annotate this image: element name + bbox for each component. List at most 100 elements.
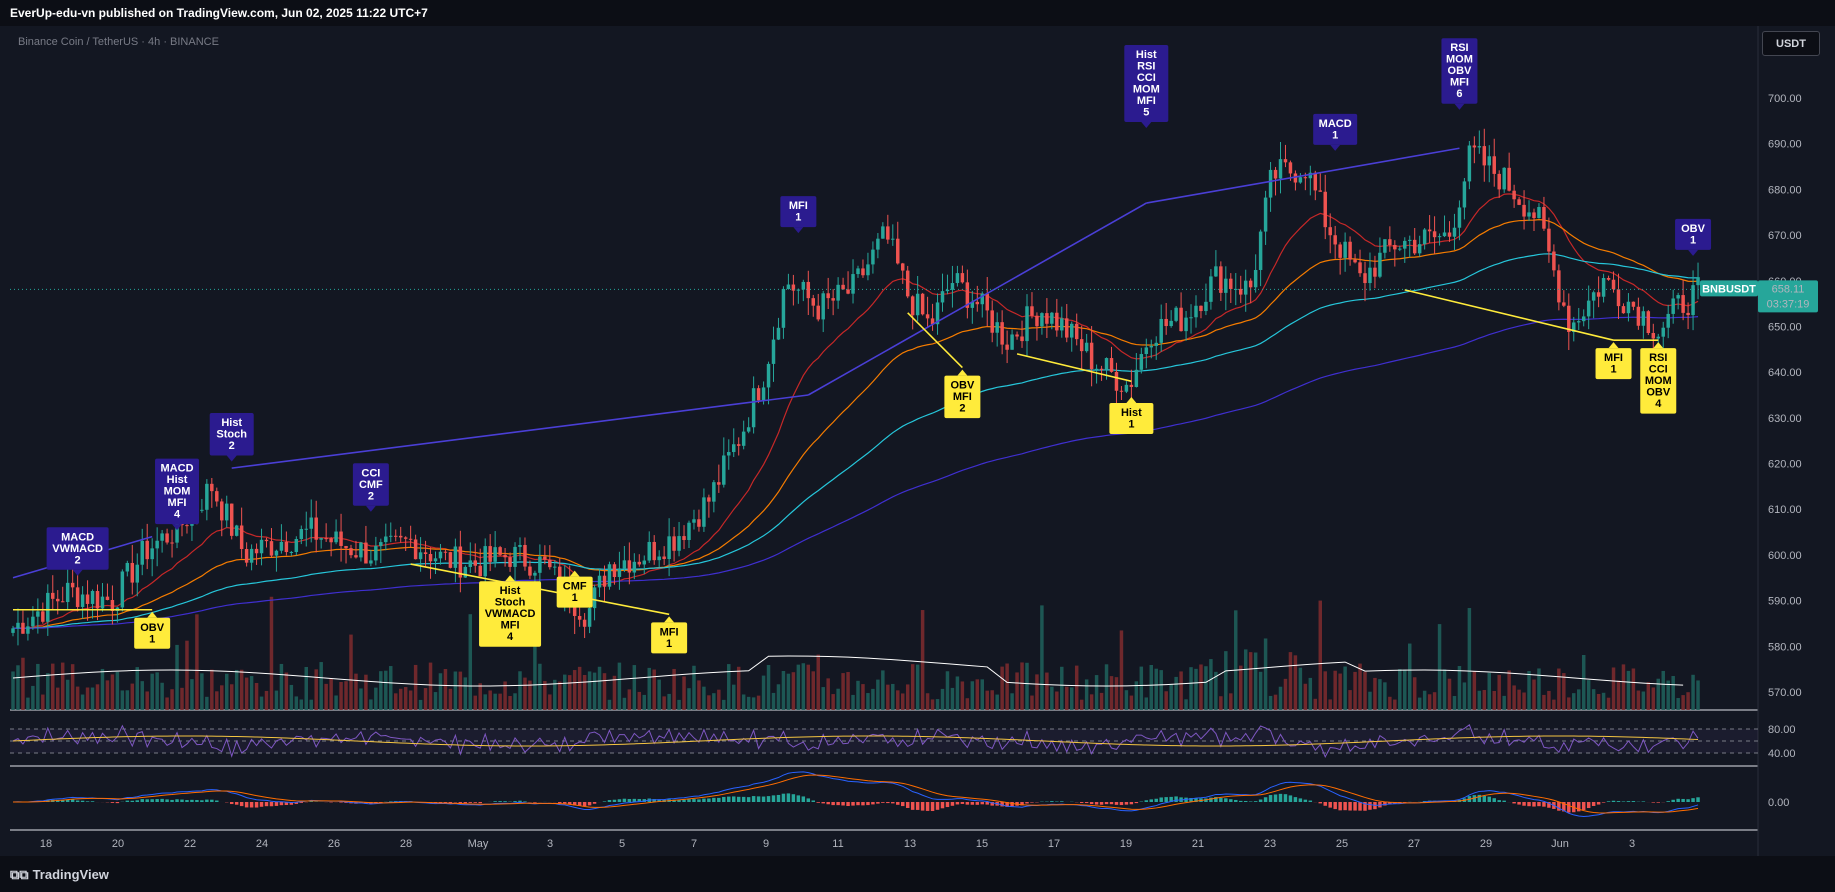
candle[interactable] [1636,297,1641,330]
candle[interactable] [1686,302,1690,330]
candle[interactable] [1124,381,1129,394]
candle[interactable] [1666,304,1670,339]
candle[interactable] [1189,304,1193,334]
candle[interactable] [1412,227,1417,255]
candle[interactable] [776,317,781,341]
candle[interactable] [851,259,855,304]
candle[interactable] [1149,339,1154,359]
candle[interactable] [468,542,473,574]
candle[interactable] [1318,173,1323,192]
candle[interactable] [160,529,164,553]
candle[interactable] [55,590,60,615]
candle[interactable] [1214,250,1218,277]
candle[interactable] [393,529,398,542]
candle[interactable] [692,509,696,530]
candle[interactable] [1109,346,1114,373]
candle[interactable] [389,522,393,543]
candle[interactable] [1452,213,1457,250]
candle[interactable] [1427,215,1432,243]
candle[interactable] [1243,269,1248,312]
candle[interactable] [796,288,801,304]
candle[interactable] [1248,278,1253,304]
candle[interactable] [841,277,845,290]
candle[interactable] [140,528,144,576]
candle[interactable] [264,537,269,548]
candle[interactable] [1184,310,1188,341]
candle[interactable] [612,562,617,585]
candle[interactable] [279,524,284,554]
candle[interactable] [478,548,482,577]
candle[interactable] [1681,280,1685,321]
candle[interactable] [463,565,468,578]
candle[interactable] [1522,190,1526,230]
candle[interactable] [1467,140,1472,190]
candle[interactable] [170,529,174,558]
candle[interactable] [771,326,776,382]
candle[interactable] [284,531,289,556]
candle[interactable] [1358,249,1362,277]
candle[interactable] [1268,162,1273,212]
candle[interactable] [423,540,428,567]
candle[interactable] [1050,311,1054,330]
candle[interactable] [51,575,55,611]
candle[interactable] [210,477,214,508]
candle[interactable] [1497,170,1501,198]
candle[interactable] [717,464,721,493]
candle[interactable] [1144,338,1149,369]
candle[interactable] [1119,386,1124,400]
candle[interactable] [1074,313,1079,346]
candle[interactable] [935,293,940,335]
candle[interactable] [244,542,249,567]
candle[interactable] [1572,316,1576,342]
candle[interactable] [528,560,532,580]
candle[interactable] [1040,312,1044,335]
candle[interactable] [438,543,443,565]
candle[interactable] [746,417,751,434]
candle[interactable] [1253,254,1258,293]
candle[interactable] [1159,304,1163,352]
candle[interactable] [90,589,95,619]
candle[interactable] [428,547,433,579]
candle[interactable] [1383,239,1387,259]
candle[interactable] [85,580,90,621]
candle[interactable] [1477,130,1482,154]
candle[interactable] [1079,325,1084,369]
candle[interactable] [876,233,880,259]
candle[interactable] [200,498,204,513]
candle[interactable] [945,274,950,295]
candle[interactable] [1532,208,1536,231]
candle[interactable] [458,530,463,593]
candle[interactable] [339,513,343,562]
candle[interactable] [1030,292,1034,319]
candle[interactable] [448,551,453,569]
candle[interactable] [269,528,274,558]
candle[interactable] [1328,213,1332,254]
candle[interactable] [687,520,691,549]
candle[interactable] [1393,240,1397,267]
candle[interactable] [75,571,80,612]
candle[interactable] [1005,330,1009,364]
candle[interactable] [1631,301,1636,311]
candle[interactable] [543,545,547,565]
candle[interactable] [925,296,930,328]
candle[interactable] [215,487,219,507]
candle[interactable] [155,527,159,567]
candle[interactable] [1512,184,1516,208]
candle[interactable] [498,545,502,556]
candle[interactable] [1353,253,1357,264]
candle[interactable] [602,565,607,602]
candle[interactable] [1278,141,1283,194]
candle[interactable] [587,606,592,634]
candle[interactable] [16,608,20,646]
candle[interactable] [1616,273,1621,319]
candle[interactable] [1507,152,1511,192]
candle[interactable] [896,221,900,265]
candle[interactable] [1238,275,1243,303]
